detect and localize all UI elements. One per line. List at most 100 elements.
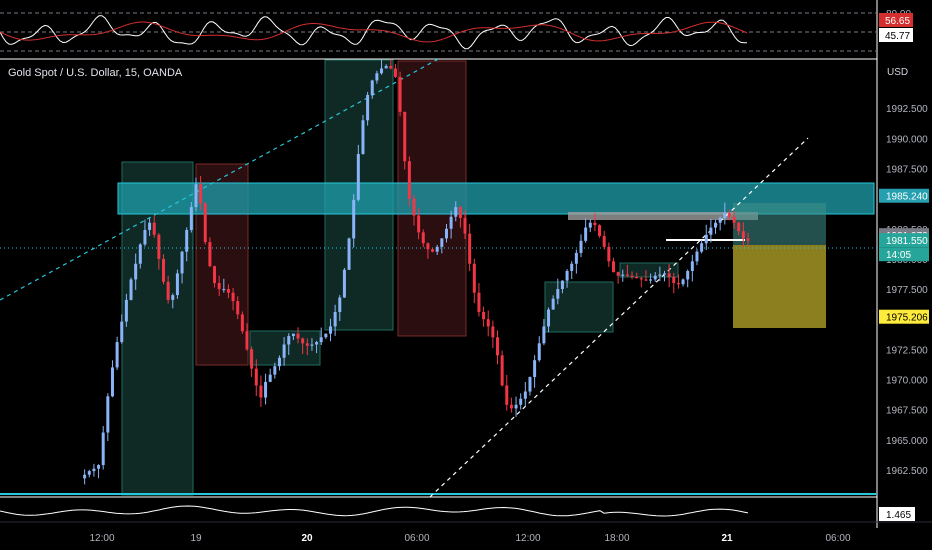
countdown-label-bg: [879, 247, 929, 262]
price-axis[interactable]: 1992.5001990.0001987.5001985.0001982.500…: [879, 104, 929, 477]
candle-body: [101, 432, 105, 466]
candle-body: [523, 391, 527, 399]
candle-body: [676, 283, 680, 285]
zones-layer: [0, 57, 877, 498]
time-tick: 19: [190, 533, 202, 544]
last-price-label: 1981.550: [886, 236, 928, 247]
candle-body: [444, 228, 448, 239]
rsi-line: [0, 15, 748, 50]
candle-body: [231, 292, 235, 302]
candle-body: [551, 298, 555, 310]
currency-label[interactable]: USD: [887, 67, 909, 78]
symbol-title[interactable]: Gold Spot / U.S. Dollar, 15, OANDA: [8, 67, 183, 79]
candle-body: [417, 215, 421, 233]
target-label-bg: [879, 309, 929, 324]
candle-body: [338, 297, 342, 312]
zone-top-label: 1985.240: [886, 192, 928, 203]
candle-body: [486, 319, 490, 327]
candle-body: [180, 251, 184, 274]
time-tick: 18:00: [604, 533, 629, 544]
candle-body: [741, 231, 745, 239]
candle-body: [625, 274, 629, 276]
candle-body: [97, 465, 101, 469]
candle-body: [718, 217, 722, 223]
volume-panel: [0, 505, 749, 517]
candle-body: [482, 311, 486, 320]
rsi-value-label-bg: [879, 28, 913, 42]
candle-body: [700, 243, 704, 252]
candle-body: [732, 216, 736, 223]
time-tick: 12:00: [89, 533, 114, 544]
candle-body: [208, 242, 212, 267]
candle-body: [287, 336, 291, 345]
candle-body: [245, 331, 249, 350]
candle-body: [690, 261, 694, 271]
candle-body: [649, 279, 653, 281]
candle-body: [663, 273, 666, 275]
candle-body: [83, 474, 87, 479]
candle-body: [431, 249, 435, 252]
candle-body: [403, 111, 407, 162]
candle-body: [347, 238, 351, 270]
price-tick: 1967.500: [886, 406, 928, 417]
candle-body: [653, 275, 657, 280]
rsi-panel: [0, 12, 877, 52]
candle-body: [588, 222, 592, 228]
candle-body: [277, 357, 281, 367]
candle-body: [681, 279, 685, 285]
candle-body: [565, 270, 569, 281]
candle-body: [509, 404, 513, 409]
candle-body: [157, 234, 161, 259]
lower-trendline[interactable]: [429, 137, 809, 498]
candle-body: [616, 272, 620, 276]
candle-body: [491, 326, 495, 338]
time-axis[interactable]: 12:00 19 20 06:00 12:00 18:00 21 06:00: [89, 533, 850, 544]
rsi-axis: 80.00 56.65 45.77: [879, 9, 913, 42]
gray-level-box[interactable]: [568, 212, 758, 220]
candle-body: [310, 344, 314, 346]
demand-zone-4[interactable]: [544, 281, 614, 333]
candle-body: [440, 238, 444, 247]
candle-body: [333, 311, 337, 327]
candle-body: [458, 207, 462, 218]
candle-body: [143, 229, 147, 245]
candle-body: [598, 225, 602, 237]
candle-body: [110, 367, 114, 397]
candle-body: [194, 184, 198, 208]
candle-body: [268, 374, 272, 382]
candle-body: [519, 398, 523, 405]
candle-body: [240, 314, 244, 332]
candle-body: [412, 198, 416, 216]
candle-body: [273, 366, 277, 375]
candle-body: [472, 263, 476, 293]
zone-top-label-bg: [879, 188, 929, 203]
candle-body: [120, 321, 124, 343]
price-tick: 1987.500: [886, 165, 928, 176]
candle-body: [226, 289, 230, 293]
time-tick: 06:00: [825, 533, 850, 544]
candle-body: [500, 355, 504, 386]
candle-body: [737, 222, 741, 232]
candle-body: [556, 289, 560, 299]
rsi-value: 45.77: [885, 31, 910, 42]
candle-body: [361, 120, 365, 155]
price-tick: 1977.500: [886, 285, 928, 296]
candle-body: [421, 232, 425, 244]
candle-body: [505, 385, 509, 405]
candle-body: [468, 233, 472, 264]
candle-body: [264, 381, 268, 398]
candle-body: [579, 240, 583, 253]
price-tick: 1992.500: [886, 104, 928, 115]
time-tick: 21: [721, 533, 733, 544]
candle-body: [171, 295, 175, 300]
target-zone[interactable]: [733, 245, 826, 328]
candle-body: [352, 199, 356, 239]
candle-body: [514, 404, 518, 409]
candle-body: [611, 261, 615, 273]
candle-body: [370, 80, 374, 95]
candle-body: [250, 349, 254, 369]
price-tick: 1965.000: [886, 436, 928, 447]
candle-body: [723, 213, 727, 218]
candle-body: [384, 66, 388, 69]
